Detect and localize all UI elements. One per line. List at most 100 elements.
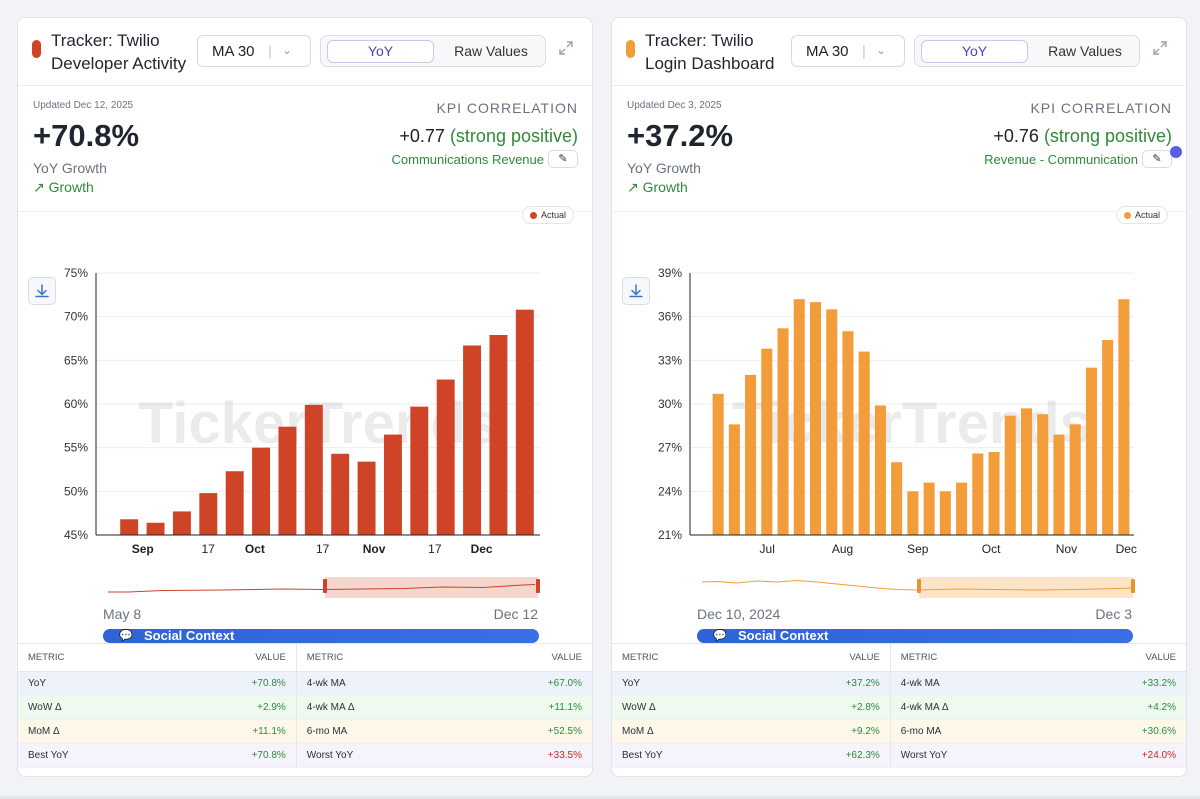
yoy-toggle-button[interactable]: YoY (327, 40, 434, 63)
navigator-left-handle[interactable] (323, 579, 327, 593)
y-tick-label: 27% (658, 441, 682, 455)
chart-legend[interactable]: Actual (521, 206, 574, 224)
yoy-toggle-button[interactable]: YoY (921, 40, 1028, 63)
pencil-icon: ✎ (558, 153, 568, 165)
bar[interactable] (793, 299, 805, 535)
bar[interactable] (761, 348, 773, 535)
bar[interactable] (463, 345, 482, 535)
bar[interactable] (923, 482, 935, 535)
bar[interactable] (842, 331, 854, 535)
table-row: WoW Δ +2.8% 4-wk MA Δ +4.2% (612, 695, 1186, 720)
bar[interactable] (956, 482, 968, 535)
expand-icon[interactable] (558, 40, 576, 58)
bar[interactable] (225, 471, 244, 535)
bar[interactable] (939, 491, 951, 535)
bar[interactable] (120, 519, 139, 535)
download-button[interactable] (28, 277, 56, 305)
moving-average-select[interactable]: MA 30 | ⌄ (791, 35, 905, 67)
bar[interactable] (809, 302, 822, 535)
bar[interactable] (1102, 339, 1114, 535)
chevron-down-icon: ⌄ (876, 43, 887, 57)
bar[interactable] (199, 493, 218, 535)
social-context-label: Social Context (144, 628, 235, 643)
bar[interactable] (858, 351, 870, 535)
raw-values-toggle-button[interactable]: Raw Values (1048, 43, 1122, 59)
bar[interactable] (988, 452, 1000, 535)
moving-average-select[interactable]: MA 30 | ⌄ (197, 35, 311, 67)
metric-value: +33.5% (461, 743, 592, 768)
bar[interactable] (489, 335, 508, 535)
social-context-button[interactable]: 💬 Social Context (697, 629, 1133, 643)
bar[interactable] (777, 328, 789, 535)
bar[interactable] (1004, 415, 1016, 535)
bar[interactable] (1069, 424, 1081, 535)
metric-name: Best YoY (612, 743, 759, 768)
column-header: VALUE (461, 643, 592, 672)
social-context-label: Social Context (738, 628, 829, 643)
bar[interactable] (383, 434, 402, 535)
ma-select-value: MA 30 (806, 43, 849, 60)
kpi-correlation-heading: KPI CORRELATION (436, 100, 578, 116)
bar[interactable] (874, 405, 886, 535)
x-tick-label: Jul (760, 542, 775, 556)
navigator-right-handle[interactable] (536, 579, 540, 593)
range-navigator[interactable] (103, 569, 543, 599)
x-tick-label: Oct (982, 542, 1001, 556)
bar[interactable] (146, 522, 165, 535)
bar[interactable] (1085, 367, 1097, 535)
range-navigator[interactable] (697, 569, 1137, 599)
y-tick-label: 33% (658, 353, 682, 367)
bar[interactable] (907, 491, 919, 535)
bar[interactable] (1053, 434, 1065, 535)
table-row: Best YoY +70.8% Worst YoY +33.5% (18, 743, 592, 768)
bar[interactable] (728, 424, 740, 535)
correlation-number: +0.77 (399, 126, 445, 146)
bar[interactable] (515, 309, 534, 535)
y-tick-label: 65% (64, 353, 88, 367)
bar[interactable] (1020, 408, 1033, 535)
bar[interactable] (972, 453, 984, 535)
chart-legend[interactable]: Actual (1115, 206, 1168, 224)
metric-name: MoM Δ (612, 719, 759, 744)
legend-label: Actual (1134, 210, 1160, 220)
chat-bubble-icon: 💬 (713, 630, 727, 642)
correlation-number: +0.76 (993, 126, 1039, 146)
expand-icon[interactable] (1152, 40, 1170, 58)
metric-value: +70.8% (164, 743, 297, 768)
bar[interactable] (410, 406, 429, 535)
ma-select-value: MA 30 (212, 43, 255, 60)
bar[interactable] (252, 447, 271, 535)
headline-label: YoY Growth (33, 160, 107, 176)
download-button[interactable] (622, 277, 650, 305)
bar[interactable] (1037, 414, 1049, 535)
chevron-down-icon: ⌄ (282, 43, 293, 57)
social-context-button[interactable]: 💬 Social Context (103, 629, 539, 643)
navigator-selection[interactable] (325, 577, 538, 598)
x-tick-label: 17 (428, 542, 442, 556)
bar[interactable] (278, 426, 297, 535)
bar[interactable] (891, 462, 903, 535)
navigator-selection[interactable] (919, 577, 1133, 598)
y-tick-label: 55% (64, 441, 88, 455)
bar[interactable] (172, 511, 191, 535)
navigator-right-handle[interactable] (1131, 579, 1135, 593)
bar[interactable] (745, 374, 757, 535)
bar[interactable] (331, 453, 350, 535)
navigator-left-handle[interactable] (917, 579, 921, 593)
metric-value: +52.5% (461, 719, 592, 744)
edit-correlation-button[interactable]: ✎ (1142, 150, 1172, 168)
table-row: YoY +70.8% 4-wk MA +67.0% (18, 671, 592, 696)
bar[interactable] (826, 309, 838, 535)
raw-values-toggle-button[interactable]: Raw Values (454, 43, 528, 59)
bar[interactable] (304, 404, 323, 535)
bar[interactable] (1118, 299, 1130, 535)
table-row: MoM Δ +9.2% 6-mo MA +30.6% (612, 719, 1186, 744)
bar-chart: 45%50%55%60%65%70%75%TickerTrendsSep17Oc… (64, 266, 540, 556)
edit-correlation-button[interactable]: ✎ (548, 150, 578, 168)
series-color-dot (626, 40, 635, 58)
metric-name: YoY (18, 671, 165, 696)
column-header: METRIC (295, 643, 462, 672)
bar[interactable] (357, 461, 376, 535)
bar[interactable] (712, 393, 724, 535)
bar[interactable] (436, 379, 455, 535)
